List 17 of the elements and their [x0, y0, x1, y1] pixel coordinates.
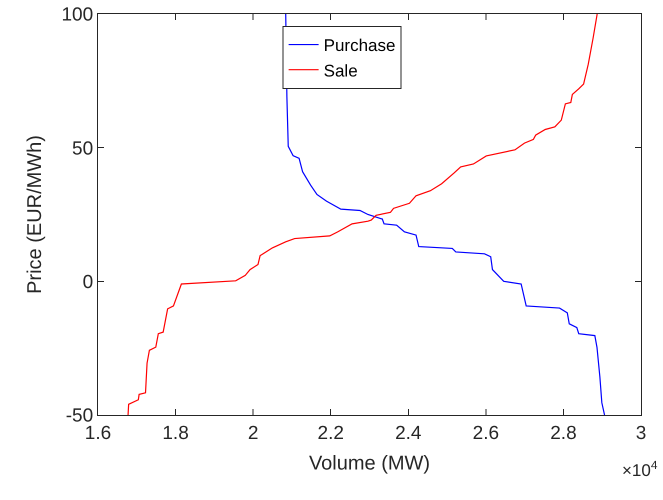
y-tick-label: 100	[61, 4, 94, 26]
y-axis-title: Price (EUR/MWh)	[24, 135, 46, 294]
x-tick-label: 2.2	[318, 422, 344, 444]
x-axis-title: Volume (MW)	[308, 452, 430, 474]
x-tick-label: 2.6	[472, 422, 500, 444]
line-series	[285, 14, 606, 415]
x-tick-label: 1.8	[162, 422, 189, 444]
legend-label: Sale	[324, 61, 358, 80]
text: ×10$^{4}$	[622, 458, 658, 480]
legend-label: Purchase	[324, 36, 396, 56]
line-series	[127, 14, 598, 415]
x-tick-label: 2	[248, 422, 258, 444]
y-tick-label: 50	[72, 138, 94, 160]
x-tick-label: 2.8	[550, 422, 577, 444]
y-tick-label: 0	[82, 272, 94, 293]
x-tick-label: 2.4	[395, 422, 422, 444]
x-tick-label: 3	[636, 422, 646, 444]
